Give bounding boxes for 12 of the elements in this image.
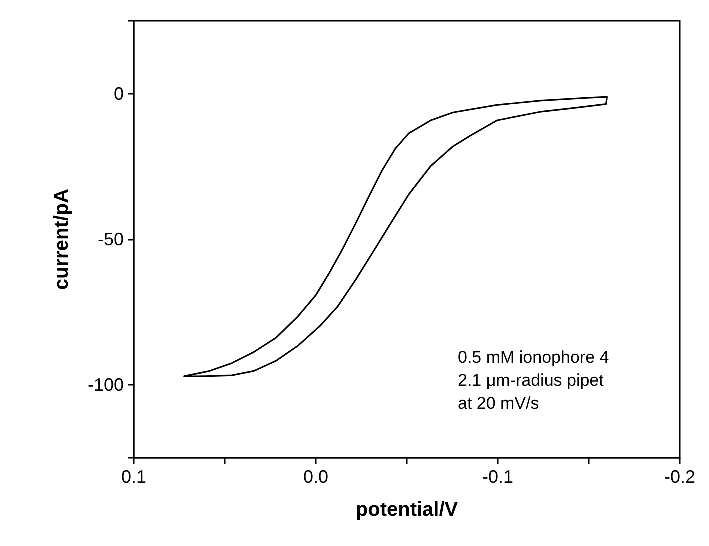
x-axis-title: potential/V	[356, 499, 459, 521]
annotation: 0.5 mM ionophore 4	[458, 348, 610, 367]
y-tick-label: -50	[98, 230, 124, 250]
x-tick-label: -0.1	[482, 467, 514, 487]
x-tick-label: -0.2	[664, 467, 696, 487]
y-tick-label: -100	[88, 375, 124, 396]
y-axis-title: current/pA	[51, 188, 73, 290]
x-tick-label: 0.0	[303, 467, 329, 487]
x-tick-label: 0.1	[121, 467, 147, 487]
annotation: at 20 mV/s	[458, 394, 540, 413]
annotation: 2.1 μm-radius pipet	[458, 371, 604, 390]
y-tick-label: 0	[114, 84, 124, 104]
